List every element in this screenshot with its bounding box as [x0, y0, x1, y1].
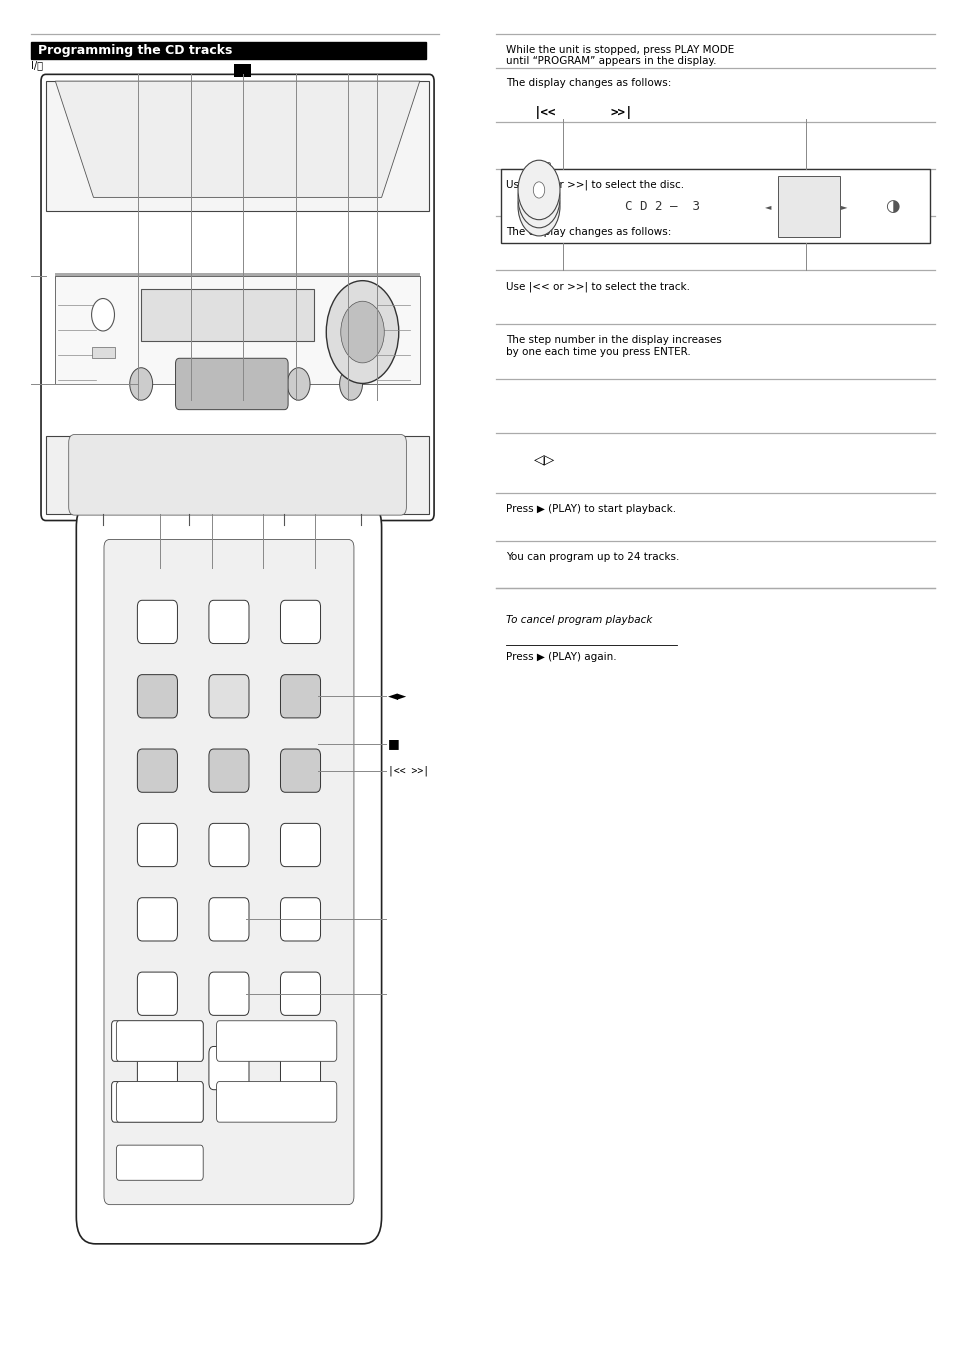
FancyBboxPatch shape: [280, 675, 320, 718]
Bar: [141, 289, 314, 341]
Bar: [30, 42, 426, 59]
FancyBboxPatch shape: [209, 675, 249, 718]
Text: The step number in the display increases
by one each time you press ENTER.: The step number in the display increases…: [505, 335, 720, 357]
Text: ◑: ◑: [883, 197, 899, 215]
FancyBboxPatch shape: [209, 972, 249, 1015]
FancyBboxPatch shape: [280, 823, 320, 867]
FancyBboxPatch shape: [209, 823, 249, 867]
Bar: [777, 176, 839, 237]
FancyBboxPatch shape: [41, 74, 434, 521]
FancyBboxPatch shape: [104, 539, 354, 1205]
FancyBboxPatch shape: [280, 600, 320, 644]
FancyBboxPatch shape: [69, 434, 406, 515]
FancyBboxPatch shape: [116, 1082, 203, 1122]
Circle shape: [287, 368, 310, 400]
Circle shape: [517, 177, 559, 235]
Bar: [91, 347, 115, 358]
Bar: [46, 435, 429, 514]
Text: ◄►: ◄►: [388, 690, 407, 703]
Text: ◁▷: ◁▷: [534, 453, 555, 466]
Bar: [233, 64, 251, 77]
FancyBboxPatch shape: [280, 1046, 320, 1090]
FancyBboxPatch shape: [137, 972, 177, 1015]
Circle shape: [234, 368, 257, 400]
FancyBboxPatch shape: [137, 898, 177, 941]
FancyBboxPatch shape: [116, 1145, 203, 1180]
Circle shape: [533, 197, 544, 215]
Bar: [500, 169, 929, 243]
FancyBboxPatch shape: [112, 1021, 203, 1061]
FancyBboxPatch shape: [280, 898, 320, 941]
FancyBboxPatch shape: [116, 1021, 203, 1061]
Text: |<<: |<<: [534, 105, 557, 119]
Text: Press ▶ (PLAY) again.: Press ▶ (PLAY) again.: [505, 652, 616, 661]
Circle shape: [326, 281, 398, 384]
Polygon shape: [55, 81, 419, 197]
FancyBboxPatch shape: [137, 675, 177, 718]
Circle shape: [182, 368, 205, 400]
Text: ■: ■: [388, 737, 399, 750]
FancyBboxPatch shape: [216, 1082, 336, 1122]
FancyBboxPatch shape: [137, 600, 177, 644]
Text: ►: ►: [841, 201, 846, 211]
FancyBboxPatch shape: [137, 823, 177, 867]
Text: The display changes as follows:: The display changes as follows:: [505, 78, 670, 88]
Text: While the unit is stopped, press PLAY MODE
until “PROGRAM” appears in the displa: While the unit is stopped, press PLAY MO…: [505, 45, 733, 66]
Circle shape: [517, 169, 559, 228]
Circle shape: [517, 161, 559, 220]
Circle shape: [533, 183, 544, 199]
FancyBboxPatch shape: [137, 1046, 177, 1090]
Circle shape: [340, 301, 384, 362]
FancyBboxPatch shape: [76, 500, 381, 1244]
FancyBboxPatch shape: [280, 749, 320, 792]
FancyBboxPatch shape: [209, 600, 249, 644]
Text: 4 0 3: 4 0 3: [786, 200, 824, 212]
Text: You can program up to 24 tracks.: You can program up to 24 tracks.: [505, 552, 679, 561]
Text: >>|: >>|: [610, 105, 633, 119]
Text: Use |<< or >>| to select the disc.: Use |<< or >>| to select the disc.: [505, 180, 683, 191]
Circle shape: [91, 299, 114, 331]
FancyBboxPatch shape: [137, 749, 177, 792]
Bar: [46, 81, 429, 211]
Text: 2: 2: [545, 162, 551, 173]
Circle shape: [130, 368, 152, 400]
Text: The display changes as follows:: The display changes as follows:: [505, 227, 670, 237]
FancyBboxPatch shape: [209, 898, 249, 941]
Text: Press ▶ (PLAY) to start playback.: Press ▶ (PLAY) to start playback.: [505, 504, 675, 514]
FancyBboxPatch shape: [280, 972, 320, 1015]
Text: Programming the CD tracks: Programming the CD tracks: [38, 45, 233, 57]
Bar: [55, 276, 419, 384]
Text: To cancel program playback: To cancel program playback: [505, 615, 651, 625]
FancyBboxPatch shape: [216, 1021, 336, 1061]
FancyBboxPatch shape: [112, 1082, 203, 1122]
Text: |<< >>|: |<< >>|: [388, 765, 429, 776]
Bar: [55, 273, 419, 279]
Circle shape: [533, 191, 544, 207]
Text: ◄: ◄: [764, 201, 770, 211]
Circle shape: [339, 368, 362, 400]
FancyBboxPatch shape: [175, 358, 288, 410]
FancyBboxPatch shape: [209, 1046, 249, 1090]
Text: Use |<< or >>| to select the track.: Use |<< or >>| to select the track.: [505, 281, 689, 292]
Text: I/⌛: I/⌛: [30, 61, 43, 70]
Text: C D 2 –  3: C D 2 – 3: [624, 200, 700, 212]
FancyBboxPatch shape: [209, 749, 249, 792]
